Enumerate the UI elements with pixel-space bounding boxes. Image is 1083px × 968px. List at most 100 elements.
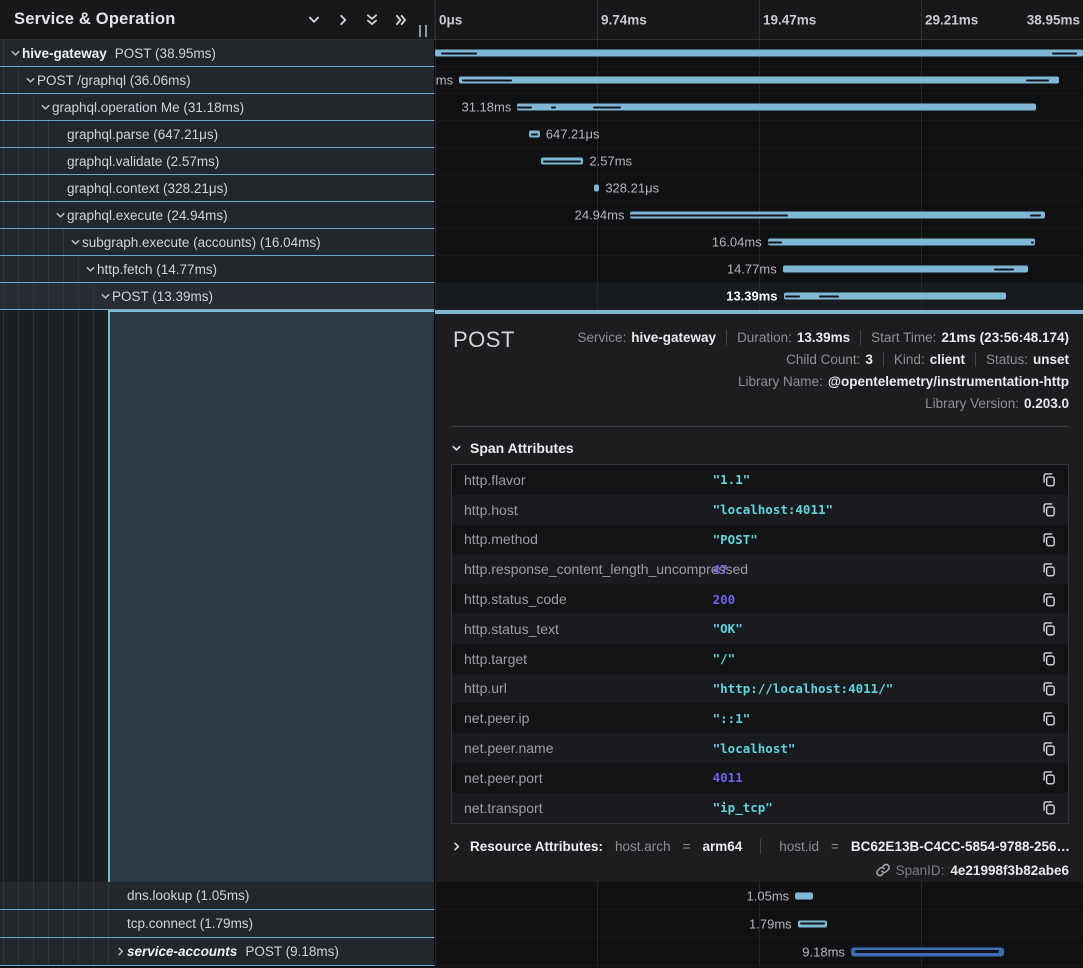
chevron-down-icon[interactable] [98,291,112,302]
column-resizer-handle[interactable] [419,25,427,37]
double-chevron-down-icon[interactable] [365,13,379,27]
span-bar[interactable] [795,892,812,899]
chevron-down-icon[interactable] [8,48,22,59]
span-bar[interactable] [851,947,1004,956]
copy-button[interactable] [1041,592,1056,607]
span-name-cell[interactable]: subgraph.execute (accounts) (16.04ms) [0,229,435,256]
chevron-down-icon[interactable] [53,210,67,221]
attribute-key: http.method [464,531,713,547]
span-row[interactable]: POST /graphql (36.06ms)36.06ms [0,67,1083,94]
span-detail-card: POST Service:hive-gatewayDuration:13.39m… [435,310,1083,882]
chevron-down-icon[interactable] [68,237,82,248]
chevron-down-icon[interactable] [83,264,97,275]
duration-label: 16.04ms [712,235,762,250]
chevron-right-icon[interactable] [336,13,350,27]
span-bar[interactable] [768,239,1035,246]
span-bar-cell[interactable]: 1.79ms [435,910,1083,938]
copy-button[interactable] [1041,741,1056,756]
chevron-down-icon[interactable] [307,13,321,27]
span-id-value: 4e21998f3b82abe6 [950,863,1069,878]
copy-button[interactable] [1041,651,1056,666]
meta-value: 0.203.0 [1024,396,1069,411]
span-attributes-toggle[interactable]: Span Attributes [451,440,1069,456]
span-row[interactable]: graphql.execute (24.94ms)24.94ms [0,202,1083,229]
span-name-cell[interactable]: tcp.connect (1.79ms) [0,910,435,938]
span-bar-cell[interactable]: 36.06ms [435,67,1083,94]
span-row[interactable]: dns.lookup (1.05ms)1.05ms [0,882,1083,910]
span-bar[interactable] [541,158,584,165]
operation-label: POST (38.95ms) [115,46,216,61]
link-icon[interactable] [876,863,890,877]
span-bar[interactable] [529,131,540,138]
span-bar-cell[interactable]: 31.18ms [435,94,1083,121]
chevron-down-icon[interactable] [38,102,52,113]
attribute-value: "localhost:4011" [713,502,833,517]
span-bar-cell[interactable]: 24.94ms [435,202,1083,229]
span-bar[interactable] [783,266,1029,273]
duration-label: 14.77ms [727,262,777,277]
span-row[interactable]: http.fetch (14.77ms) 14.77ms [0,256,1083,283]
meta-value: unset [1033,352,1069,367]
copy-button[interactable] [1041,681,1056,696]
span-row[interactable]: hive-gatewayPOST (38.95ms)38.95ms [0,40,1083,67]
attribute-value: "OK" [713,621,743,636]
copy-button[interactable] [1041,800,1056,815]
copy-button[interactable] [1041,472,1056,487]
span-row[interactable]: subgraph.execute (accounts) (16.04ms) 16.… [0,229,1083,256]
span-name-cell[interactable]: http.fetch (14.77ms) [0,256,435,283]
span-name-cell[interactable]: graphql.parse (647.21μs) [0,121,435,148]
copy-button[interactable] [1041,621,1056,636]
span-bar-cell[interactable]: 16.04ms [435,229,1083,256]
span-bar[interactable] [459,77,1059,84]
span-meta-line: Child Count:3Kind:clientStatus:unset [451,348,1069,370]
span-bar-cell[interactable]: 9.18ms [435,938,1083,966]
copy-button[interactable] [1041,770,1056,785]
span-bar[interactable] [784,293,1007,300]
span-detail-row: POST Service:hive-gatewayDuration:13.39m… [0,310,1083,882]
span-bar[interactable] [630,212,1045,219]
meta-value: client [930,352,965,367]
span-bar-cell[interactable]: 14.77ms [435,256,1083,283]
span-bar[interactable] [594,185,599,192]
copy-button[interactable] [1041,562,1056,577]
span-name-cell[interactable]: graphql.validate (2.57ms) [0,148,435,175]
chevron-right-icon[interactable] [113,946,127,957]
double-chevron-right-icon[interactable] [394,13,408,27]
span-row[interactable]: service-accountsPOST (9.18ms)9.18ms [0,938,1083,966]
attribute-value: "localhost" [713,741,796,756]
span-row[interactable]: graphql.operation Me (31.18ms)31.18ms [0,94,1083,121]
span-bar-cell[interactable]: 1.05ms [435,882,1083,910]
span-bar-cell[interactable]: 647.21μs [435,121,1083,148]
span-row[interactable]: tcp.connect (1.79ms) 1.79ms [0,910,1083,938]
operation-label: graphql.parse (647.21μs) [67,127,218,142]
span-name-cell[interactable]: hive-gatewayPOST (38.95ms) [0,40,435,67]
span-name-cell[interactable]: graphql.execute (24.94ms) [0,202,435,229]
span-name-cell[interactable]: POST /graphql (36.06ms) [0,67,435,94]
span-bar-cell[interactable]: 328.21μs [435,175,1083,202]
span-name-cell[interactable]: service-accountsPOST (9.18ms) [0,938,435,966]
copy-button[interactable] [1041,502,1056,517]
operation-label: POST (9.18ms) [245,944,339,959]
resource-attributes-toggle[interactable]: Resource Attributes: host.arch=arm64host… [451,839,1069,854]
span-bar-cell[interactable]: 13.39ms [435,283,1083,310]
chevron-down-icon[interactable] [23,75,37,86]
attribute-row: net.peer.ip"::1" [452,703,1068,733]
span-name-cell[interactable]: graphql.operation Me (31.18ms) [0,94,435,121]
span-row[interactable]: POST (13.39ms)13.39ms [0,283,1083,310]
span-name-cell[interactable]: graphql.context (328.21μs) [0,175,435,202]
span-bar[interactable] [435,50,1083,57]
span-name-cell[interactable]: POST (13.39ms) [0,283,435,310]
span-name-cell[interactable]: dns.lookup (1.05ms) [0,882,435,910]
span-bar-cell[interactable]: 2.57ms [435,148,1083,175]
span-row[interactable]: graphql.parse (647.21μs) 647.21μs [0,121,1083,148]
span-bar[interactable] [798,920,828,927]
span-row[interactable]: graphql.context (328.21μs)328.21μs [0,175,1083,202]
operation-label: tcp.connect (1.79ms) [127,916,253,931]
span-bar-cell[interactable]: 38.95ms [435,40,1083,67]
attribute-key: http.host [464,502,713,518]
span-bar[interactable] [517,104,1036,111]
copy-button[interactable] [1041,532,1056,547]
copy-button[interactable] [1041,711,1056,726]
span-row[interactable]: graphql.validate (2.57ms)2.57ms [0,148,1083,175]
attribute-value: "/" [713,651,736,666]
